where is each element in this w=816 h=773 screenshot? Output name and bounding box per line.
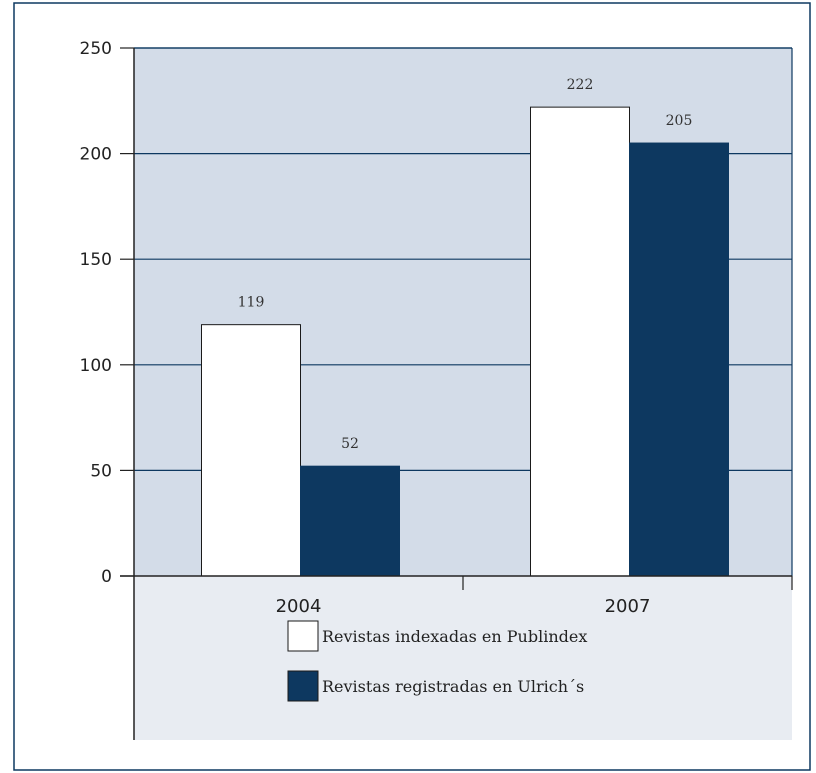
y-tick-label-50: 50 [90,461,112,481]
legend-swatch-series-1 [287,620,319,652]
y-tick-label-0: 0 [101,567,112,587]
data-label-2007-series-1: 222 [567,77,594,93]
bar-2004-series-2 [300,465,400,577]
data-label-2004-series-2: 52 [341,436,359,452]
legend-swatch-series-2 [287,670,319,702]
data-label-2007-series-2: 205 [666,113,693,129]
category-label-2007: 2007 [605,596,651,617]
bar-2007-series-2 [629,142,729,577]
y-tick-label-100: 100 [80,356,112,376]
y-tick-label-150: 150 [80,250,112,270]
category-legend-panel [134,576,792,740]
legend-label-series-2: Revistas registradas en Ulrich´s [322,677,584,696]
y-tick-label-250: 250 [80,39,112,59]
legend-label-series-1: Revistas indexadas en Publindex [322,627,587,646]
data-label-2004-series-1: 119 [238,295,265,311]
bar-2004-series-1 [201,324,301,577]
bar-2007-series-1 [530,106,630,577]
y-tick-label-200: 200 [80,145,112,165]
category-label-2004: 2004 [276,596,322,617]
